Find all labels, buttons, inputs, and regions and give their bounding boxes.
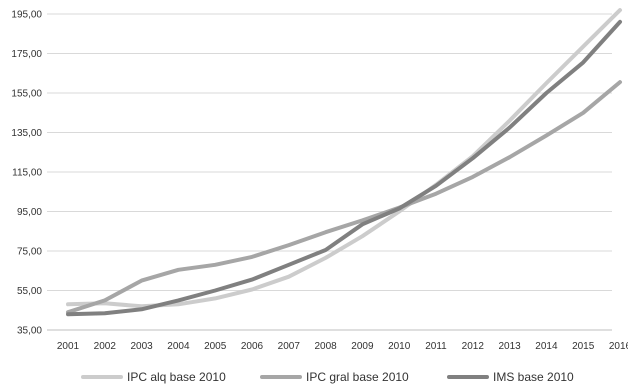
series-line-1	[66, 8, 622, 309]
y-tick-label: 95,00	[17, 207, 42, 218]
x-axis-tick-labels: 2001 2002 2003 2004 2005 2006 2007 2008 2009 2010…	[57, 341, 628, 352]
y-tick-label: 135,00	[11, 128, 42, 139]
legend-label: IPC alq base 2010	[127, 370, 226, 384]
x-tick-label: 2001	[57, 341, 80, 352]
gridlines	[47, 13, 612, 331]
legend: IPC alq base 2010 IPC gral base 2010 IMS b…	[81, 370, 574, 384]
x-tick-label: 2015	[572, 341, 595, 352]
series-line-3	[66, 19, 622, 317]
x-tick-label: 2006	[241, 341, 264, 352]
legend-label: IPC gral base 2010	[306, 370, 409, 384]
x-tick-label: 2009	[351, 341, 374, 352]
x-tick-label: 2012	[462, 341, 485, 352]
x-tick-label: 2014	[535, 341, 558, 352]
x-tick-label: 2004	[167, 341, 190, 352]
series-lines	[66, 8, 622, 317]
x-tick-label: 2008	[314, 341, 337, 352]
y-tick-label: 155,00	[11, 89, 42, 100]
legend-label: IMS base 2010	[493, 370, 574, 384]
x-tick-label: 2011	[425, 341, 447, 352]
y-axis-tick-labels: 35,00 55,00 75,00 95,00 115,00 135,00 155,00 17…	[11, 10, 42, 337]
x-tick-label: 2002	[94, 341, 117, 352]
y-tick-label: 55,00	[17, 286, 42, 297]
x-tick-label: 2003	[130, 341, 153, 352]
x-tick-label: 2005	[204, 341, 227, 352]
y-tick-label: 115,00	[12, 168, 42, 179]
y-tick-label: 175,00	[11, 49, 42, 60]
series-line-2	[66, 80, 622, 315]
x-tick-label: 2007	[278, 341, 301, 352]
y-tick-label: 75,00	[17, 247, 42, 258]
x-tick-label: 2016	[609, 341, 628, 352]
y-tick-label: 195,00	[11, 10, 42, 21]
x-tick-label: 2010	[388, 341, 411, 352]
y-tick-label: 35,00	[17, 326, 42, 337]
x-tick-label: 2013	[498, 341, 521, 352]
